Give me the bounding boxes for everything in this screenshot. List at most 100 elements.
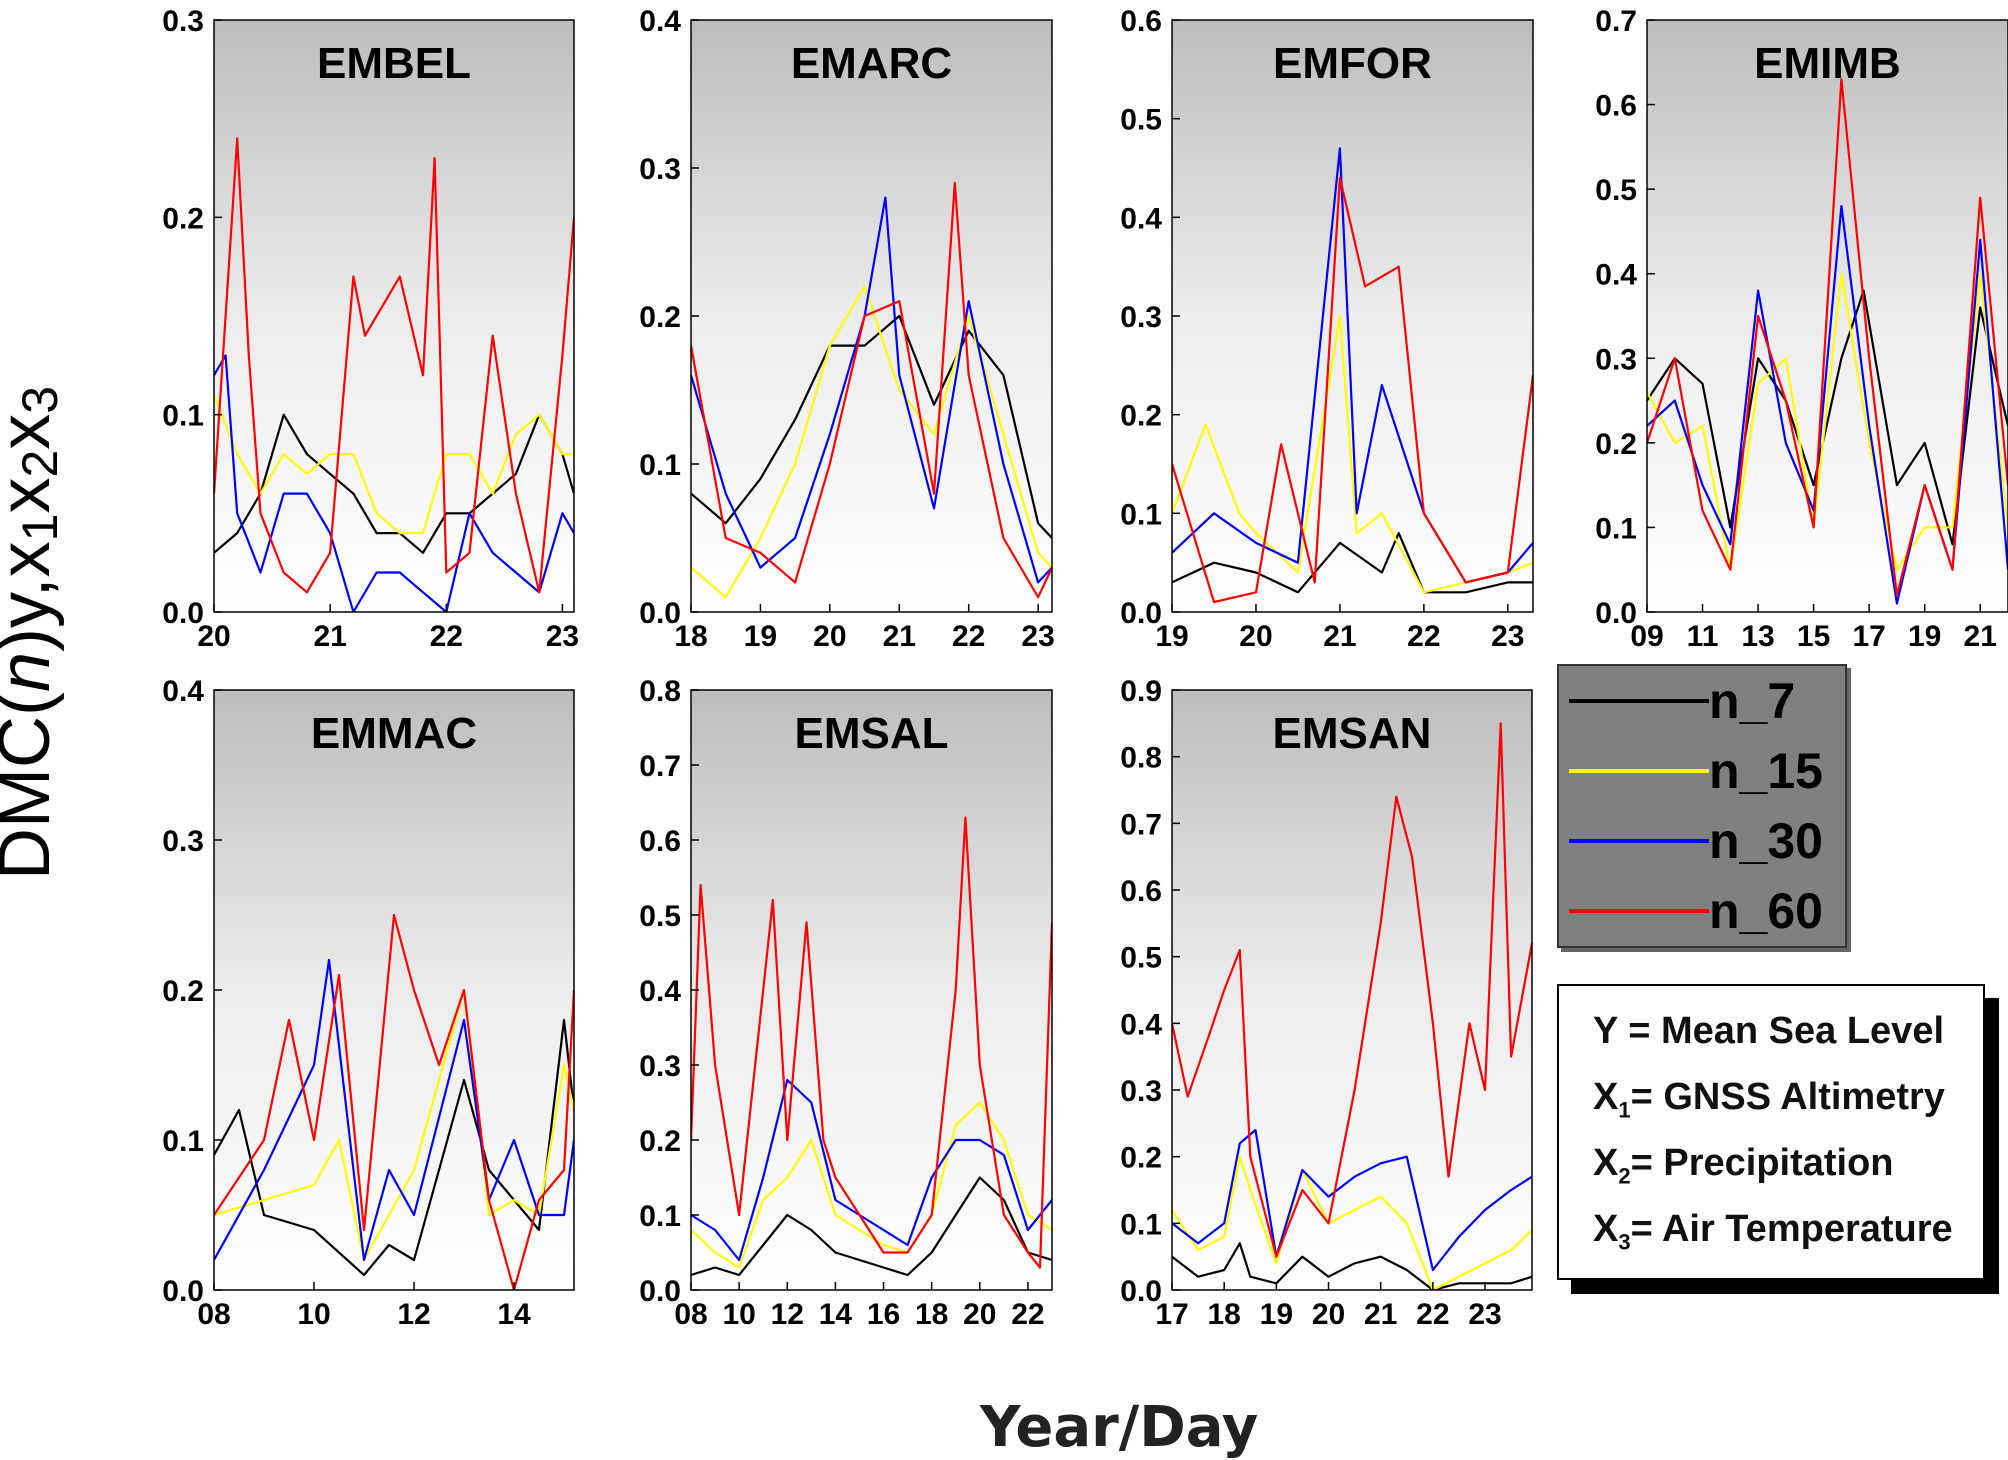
- y-tick-label: 0.0: [162, 597, 204, 630]
- y-tick-label: 0.6: [1595, 90, 1637, 123]
- variable-x2: X2= Precipitation: [1593, 1142, 1894, 1189]
- x-tick-label: 21: [1323, 620, 1356, 653]
- y-tick-label: 0.1: [162, 1125, 204, 1158]
- panel-title: EMARC: [791, 39, 952, 88]
- series-line-n-60: [1172, 722, 1532, 1258]
- y-tick-label: 0.6: [1120, 5, 1162, 38]
- y-tick-label: 0.6: [639, 825, 681, 858]
- series-line-n-15: [1647, 272, 2008, 571]
- x-tick-label: 10: [722, 1298, 755, 1331]
- y-tick-label: 0.4: [1120, 202, 1162, 235]
- series-group: [1647, 78, 2008, 605]
- series-line-n-7: [1172, 532, 1533, 594]
- panel-emfor: 0.0 0.1 0.2 0.3 0.4 0.5 0.6 19 20 21 22 23 EMFOR: [1120, 5, 1534, 653]
- y-tick-label: 0.3: [1120, 1075, 1162, 1108]
- series-line-n-7: [691, 1176, 1052, 1277]
- panel-embel: 0.0 0.1 0.2 0.3 20 21 22 23 EMBEL: [162, 5, 579, 653]
- y-tick-label: 0.2: [639, 301, 681, 334]
- series-group: [691, 181, 1052, 599]
- legend-swatch: [1569, 699, 1709, 703]
- plot-area: [1172, 690, 1532, 1290]
- panel-emimb: 0.0 0.1 0.2 0.3 0.4 0.5 0.6 0.7 09 11 13 15 17 19 21 EM…: [1595, 5, 2008, 653]
- series-line-n-15: [691, 1101, 1052, 1269]
- y-tick-label: 0.2: [162, 202, 204, 235]
- y-tick-label: 0.2: [1595, 428, 1637, 461]
- x-tick-label: 08: [197, 1298, 230, 1331]
- y-axis-label: DMC(n)y,x1x2x3: [0, 385, 68, 880]
- y-tick-label: 0.1: [1595, 512, 1637, 545]
- plot-frame: [213, 19, 575, 613]
- series-line-n-60: [214, 913, 574, 1290]
- plot-area: [214, 20, 574, 612]
- series-line-n-30: [691, 1078, 1052, 1262]
- series-line-n-15: [1172, 1155, 1532, 1290]
- y-tick-label: 0.7: [639, 750, 681, 783]
- y-tick-label: 0.0: [639, 597, 681, 630]
- legend-item: n_60: [1559, 876, 1845, 946]
- x-tick-label: 15: [1797, 620, 1830, 653]
- series-line-n-60: [214, 137, 574, 594]
- series-line-n-30: [214, 958, 574, 1262]
- y-tick-label: 0.5: [1120, 942, 1162, 975]
- panel-title: EMSAL: [795, 709, 949, 758]
- panel-title: EMIMB: [1754, 39, 1901, 88]
- x-tick-label: 12: [397, 1298, 430, 1331]
- x-axis-label: Year/Day: [980, 1395, 1259, 1460]
- x-tick-label: 19: [1908, 620, 1941, 653]
- y-tick-label: 0.3: [639, 153, 681, 186]
- y-tick-label: 0.1: [1120, 498, 1162, 531]
- legend: n_7 n_15 n_30 n_60: [1557, 664, 1847, 948]
- panel-emsan: 0.0 0.1 0.2 0.3 0.4 0.5 0.6 0.7 0.8 0.9 17 18 19 20 21…: [1120, 675, 1533, 1331]
- x-tick-label: 20: [197, 620, 230, 653]
- y-tick-label: 0.6: [1120, 875, 1162, 908]
- y-tick-label: 0.0: [1595, 597, 1637, 630]
- series-line-n-15: [691, 285, 1052, 599]
- legend-swatch: [1569, 769, 1709, 773]
- panel-emarc: 0.0 0.1 0.2 0.3 0.4 18 19 20 21 22 23 EMARC: [639, 5, 1055, 653]
- x-tick-label: 22: [1011, 1298, 1044, 1331]
- y-tick-label: 0.1: [162, 400, 204, 433]
- x-tick-label: 10: [297, 1298, 330, 1331]
- series-group: [1172, 147, 1533, 604]
- y-tick-label: 0.2: [1120, 1142, 1162, 1175]
- x-tick-label: 16: [867, 1298, 900, 1331]
- panel-title: EMSAN: [1273, 709, 1432, 758]
- x-tick-label: 22: [952, 620, 985, 653]
- plot-frame: [1646, 19, 2008, 613]
- x-tick-label: 13: [1741, 620, 1774, 653]
- y-tick-label: 0.4: [639, 975, 681, 1008]
- x-tick-label: 14: [819, 1298, 853, 1331]
- series-line-n-60: [691, 816, 1052, 1269]
- y-tick-label: 0.3: [639, 1050, 681, 1083]
- x-tick-label: 20: [813, 620, 846, 653]
- x-tick-label: 21: [313, 620, 346, 653]
- y-tick-label: 0.3: [162, 5, 204, 38]
- x-tick-label: 21: [1364, 1298, 1397, 1331]
- y-tick-label: 0.2: [639, 1125, 681, 1158]
- plot-area: [691, 690, 1052, 1290]
- x-tick-label: 09: [1630, 620, 1663, 653]
- y-tick-label: 0.3: [162, 825, 204, 858]
- y-tick-label: 0.7: [1595, 5, 1637, 38]
- y-tick-label: 0.1: [1120, 1208, 1162, 1241]
- x-tick-label: 21: [1964, 620, 1997, 653]
- legend-swatch: [1569, 909, 1709, 913]
- series-line-n-60: [1172, 176, 1533, 604]
- y-tick-label: 0.1: [639, 449, 681, 482]
- panels-group: 0.0 0.1 0.2 0.3 20 21 22 23 EMBEL 0.0 0.1 0.2 0.3 0.4…: [162, 5, 2008, 1331]
- plot-area: [1172, 20, 1533, 612]
- variable-y: Y = Mean Sea Level: [1593, 1010, 1945, 1052]
- variable-x3: X3= Air Temperature: [1593, 1208, 1953, 1255]
- x-tick-label: 20: [963, 1298, 996, 1331]
- y-tick-label: 0.9: [1120, 675, 1162, 708]
- y-tick-label: 0.5: [639, 900, 681, 933]
- legend-label: n_60: [1709, 883, 1823, 939]
- y-tick-label: 0.4: [162, 675, 204, 708]
- x-tick-label: 23: [1491, 620, 1524, 653]
- y-tick-label: 0.4: [1595, 259, 1637, 292]
- series-group: [1172, 722, 1532, 1290]
- y-tick-label: 0.0: [1120, 597, 1162, 630]
- x-tick-label: 08: [674, 1298, 707, 1331]
- series-line-n-30: [214, 354, 574, 612]
- x-tick-label: 17: [1852, 620, 1885, 653]
